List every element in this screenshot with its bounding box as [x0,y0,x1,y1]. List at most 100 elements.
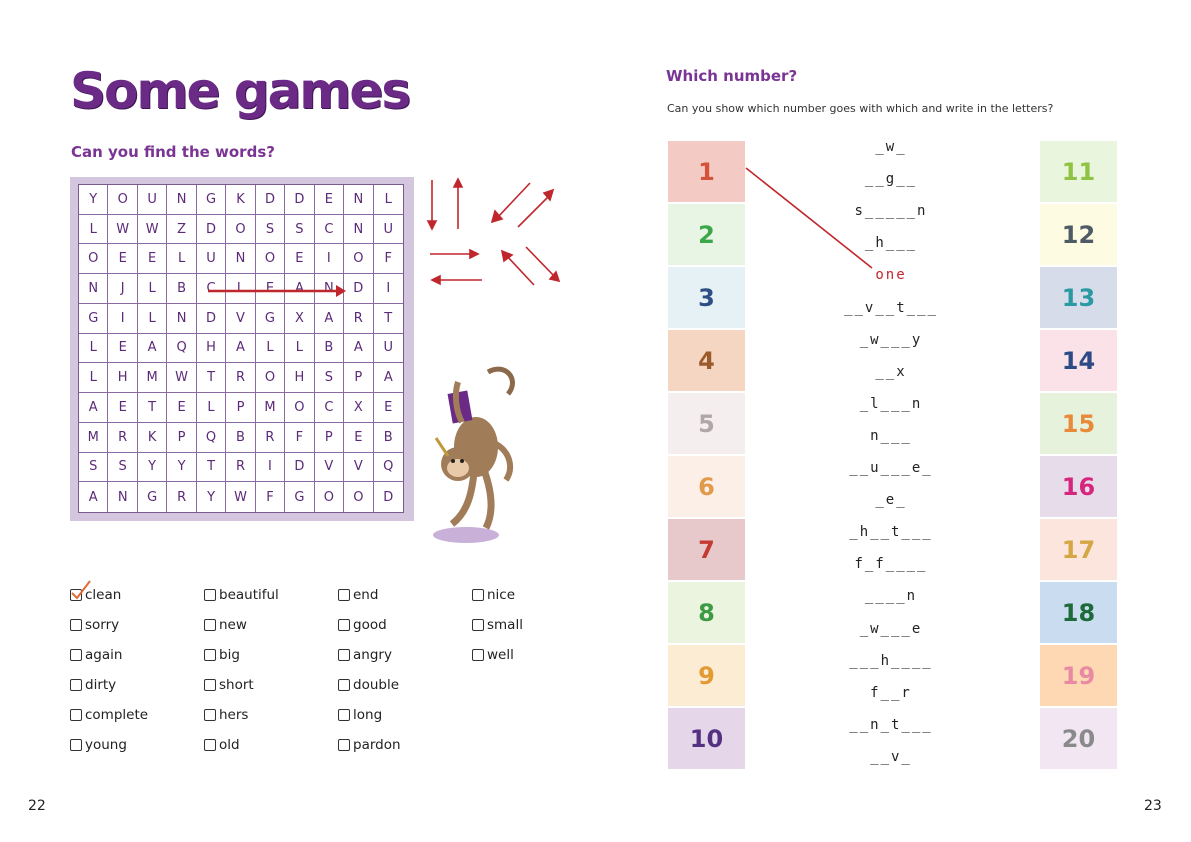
word-item[interactable]: well [472,647,514,663]
grid-letter[interactable]: O [315,482,345,512]
grid-letter[interactable]: Y [137,452,168,483]
grid-letter[interactable]: E [373,393,403,423]
grid-letter[interactable]: I [255,452,286,483]
word-clue[interactable]: _w_ [875,139,907,155]
word-clue[interactable]: ____n [864,588,918,605]
grid-letter[interactable]: A [285,274,315,304]
grid-letter[interactable]: O [255,363,286,394]
grid-letter[interactable]: I [373,274,403,304]
word-clue[interactable]: __u___e_ [849,460,933,476]
word-item[interactable]: complete [70,707,148,723]
word-clue[interactable]: __g__ [864,171,918,188]
grid-letter[interactable]: H [196,333,227,364]
number-box[interactable]: 10 [668,708,745,769]
grid-letter[interactable]: W [137,214,168,245]
grid-letter[interactable]: N [344,185,374,215]
grid-letter[interactable]: D [196,214,227,245]
grid-letter[interactable]: O [79,244,109,275]
grid-letter[interactable]: O [255,244,286,275]
checkbox[interactable] [204,619,216,631]
grid-letter[interactable]: G [285,482,315,512]
grid-letter[interactable]: O [108,185,138,215]
word-clue[interactable]: n___ [870,427,912,444]
checkbox[interactable] [70,649,82,661]
word-item[interactable]: angry [338,647,392,663]
grid-letter[interactable]: R [344,303,374,334]
grid-letter[interactable]: O [226,214,256,245]
number-box[interactable]: 19 [1040,645,1117,706]
grid-letter[interactable]: G [196,185,227,215]
grid-letter[interactable]: L [137,274,168,304]
grid-letter[interactable]: C [196,274,227,304]
grid-letter[interactable]: G [79,303,109,334]
word-item[interactable]: nice [472,587,515,603]
word-item[interactable]: short [204,677,254,693]
grid-letter[interactable]: V [314,452,345,483]
grid-letter[interactable]: R [226,363,256,394]
checkbox[interactable] [204,739,216,751]
grid-letter[interactable]: D [196,303,227,334]
grid-letter[interactable]: B [167,274,197,304]
number-box[interactable]: 13 [1040,267,1117,328]
grid-letter[interactable]: R [255,422,286,453]
grid-letter[interactable]: A [373,363,403,394]
grid-letter[interactable]: E [167,393,197,423]
grid-letter[interactable]: A [226,333,256,364]
grid-letter[interactable]: W [108,214,138,245]
word-clue[interactable]: f_f____ [854,556,928,573]
grid-letter[interactable]: U [373,215,403,245]
grid-letter[interactable]: X [285,303,315,334]
checkbox[interactable] [472,619,484,631]
grid-letter[interactable]: D [285,452,315,483]
grid-letter[interactable]: D [344,274,374,304]
checkbox[interactable] [204,679,216,691]
grid-letter[interactable]: M [79,422,109,453]
grid-letter[interactable]: Q [167,333,197,364]
grid-letter[interactable]: C [314,393,345,423]
word-clue[interactable]: _l___n [859,395,923,412]
grid-letter[interactable]: L [255,333,286,364]
word-clue[interactable]: _e_ [875,492,907,509]
number-box[interactable]: 15 [1040,393,1117,454]
grid-letter[interactable]: N [167,185,197,215]
grid-letter[interactable]: B [314,333,345,364]
grid-letter[interactable]: L [79,214,109,245]
number-box[interactable]: 9 [668,645,745,706]
grid-letter[interactable]: S [255,214,286,245]
grid-letter[interactable]: E [255,274,286,304]
grid-letter[interactable]: P [314,422,345,453]
grid-letter[interactable]: G [138,482,168,512]
number-box[interactable]: 8 [668,582,745,643]
word-clue[interactable]: s_____n [854,203,928,220]
grid-letter[interactable]: T [137,393,168,423]
grid-letter[interactable]: Q [196,422,227,453]
number-box[interactable]: 1 [668,141,745,202]
grid-letter[interactable]: Q [373,453,403,483]
number-box[interactable]: 2 [668,204,745,265]
grid-letter[interactable]: M [137,363,168,394]
checkbox[interactable] [70,679,82,691]
grid-letter[interactable]: T [373,304,403,334]
word-clue[interactable]: __v_ [870,748,912,765]
word-item[interactable]: small [472,617,523,633]
grid-letter[interactable]: R [226,452,256,483]
grid-letter[interactable]: E [108,333,138,364]
checkbox[interactable] [338,679,350,691]
grid-letter[interactable]: N [226,244,256,275]
grid-letter[interactable]: L [79,363,109,394]
word-item[interactable]: good [338,617,387,633]
number-box[interactable]: 6 [668,456,745,517]
filled-clue[interactable]: one [875,267,907,284]
number-box[interactable]: 20 [1040,708,1117,769]
checkbox[interactable] [338,709,350,721]
grid-letter[interactable]: F [256,482,286,512]
grid-letter[interactable]: D [285,185,315,215]
grid-letter[interactable]: A [79,393,109,423]
checkbox[interactable] [204,589,216,601]
word-item[interactable]: beautiful [204,587,279,603]
grid-letter[interactable]: S [314,363,345,394]
number-box[interactable]: 17 [1040,519,1117,580]
word-item[interactable]: end [338,587,378,603]
grid-letter[interactable]: S [108,452,138,483]
grid-letter[interactable]: L [167,244,197,275]
